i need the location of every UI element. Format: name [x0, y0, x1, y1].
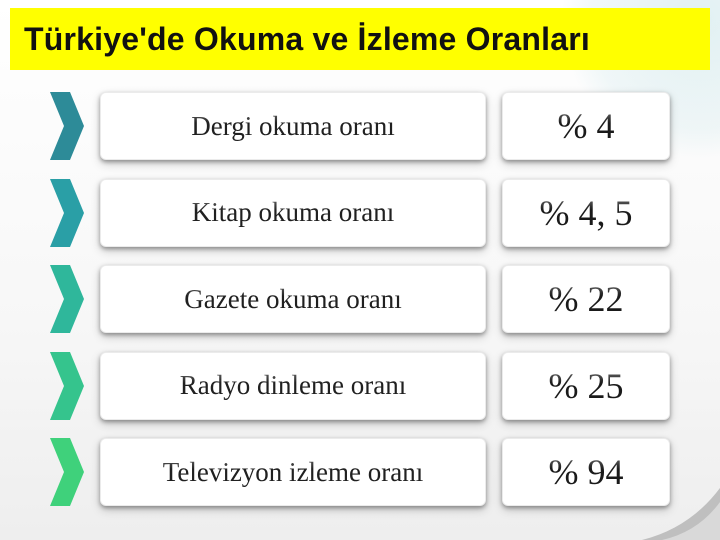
row-value: % 4, 5 [540, 192, 633, 234]
value-pill: % 94 [502, 438, 670, 506]
row-value: % 25 [549, 365, 624, 407]
data-row: Dergi okuma oranı % 4 [50, 92, 670, 160]
row-label: Kitap okuma oranı [192, 197, 394, 228]
chevron-icon [50, 352, 84, 420]
value-pill: % 4, 5 [502, 179, 670, 247]
row-value: % 22 [549, 278, 624, 320]
slide: Türkiye'de Okuma ve İzleme Oranları Derg… [0, 0, 720, 540]
row-value: % 4 [558, 105, 615, 147]
value-pill: % 4 [502, 92, 670, 160]
row-label: Televizyon izleme oranı [163, 457, 424, 488]
chevron-icon [50, 92, 84, 160]
label-pill: Gazete okuma oranı [100, 265, 486, 333]
title-bar: Türkiye'de Okuma ve İzleme Oranları [10, 8, 710, 70]
page-title: Türkiye'de Okuma ve İzleme Oranları [24, 21, 590, 58]
data-row: Gazete okuma oranı % 22 [50, 265, 670, 333]
data-row: Radyo dinleme oranı % 25 [50, 352, 670, 420]
row-value: % 94 [549, 451, 624, 493]
label-pill: Kitap okuma oranı [100, 179, 486, 247]
row-label: Radyo dinleme oranı [180, 370, 406, 401]
value-pill: % 22 [502, 265, 670, 333]
row-label: Gazete okuma oranı [184, 284, 401, 315]
data-row: Televizyon izleme oranı % 94 [50, 438, 670, 506]
chevron-icon [50, 265, 84, 333]
rows-container: Dergi okuma oranı % 4 Kitap okuma oranı … [50, 92, 670, 506]
row-label: Dergi okuma oranı [191, 111, 394, 142]
label-pill: Dergi okuma oranı [100, 92, 486, 160]
data-row: Kitap okuma oranı % 4, 5 [50, 179, 670, 247]
label-pill: Televizyon izleme oranı [100, 438, 486, 506]
value-pill: % 25 [502, 352, 670, 420]
chevron-icon [50, 179, 84, 247]
label-pill: Radyo dinleme oranı [100, 352, 486, 420]
chevron-icon [50, 438, 84, 506]
